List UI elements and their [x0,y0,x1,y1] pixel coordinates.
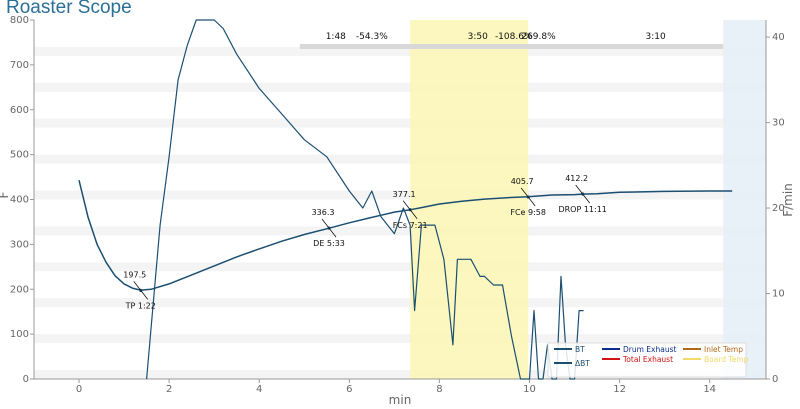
series-lines [78,19,733,380]
x-tick-label: 8 [436,384,442,395]
event-marker [321,218,337,238]
x-tick-label: 4 [256,384,262,395]
y-tick-label: 500 [10,150,29,161]
y-axis-title: F [0,191,11,198]
app-title: Roaster Scope [6,0,132,18]
event-value: 405.7 [511,177,534,186]
y-tick-label: 600 [10,105,29,116]
y-tick-label: 300 [10,239,29,250]
event-marker [575,184,590,204]
legend-drum-exhaust-label: Drum Exhaust [623,345,676,354]
phase-bar-time: 3:10 [646,32,666,42]
y-tick-label: 200 [10,284,29,295]
phase-bar-time: 3:50 [468,32,488,42]
legend-box [547,342,747,378]
phase-bar-percent: -108.6% [495,32,533,42]
legend-inlet-temp-label: Inlet Temp [704,345,743,354]
y-tick-label: 800 [10,15,29,26]
event-marker [520,187,536,207]
axes: 0 2 4 6 8 10 12 14 0 100 200 300 400 500 600 700 800 0 10 2… [0,15,795,407]
y2-tick-label: 10 [772,289,785,300]
background-bands [34,20,766,379]
x-axis-title: min [389,393,412,407]
x-tick-label: 0 [76,384,82,395]
event-label: DROP 11:11 [558,205,606,214]
grid-band [34,82,766,92]
grid-band [34,190,766,200]
legend-bt-label: BT [575,345,585,354]
y2-tick-label: 0 [772,374,778,385]
legend-board-temp-label: Board Temp [704,355,749,364]
phase-region-development [410,20,529,379]
grid-band [34,334,766,344]
x-tick-label: 2 [166,384,172,395]
phase-region-after-drop [723,20,766,379]
legend-total-exhaust-label: Total Exhaust [622,355,673,364]
phase-bar-percent: -54.3% [356,32,388,42]
event-value: 377.1 [393,190,416,199]
grid-band [34,118,766,128]
event-marker [402,200,418,220]
y2-tick-label: 40 [772,32,785,43]
y2-axis-title: F/min [781,183,795,217]
y-tick-label: 100 [10,329,29,340]
phase-bar: 1:48 -54.3% 3:50 -108.6%269.8% 3:10 [299,32,724,49]
x-tick-label: 14 [703,384,716,395]
event-value: 197.5 [123,270,146,279]
y2-tick-label: 30 [772,118,785,129]
event-annotations: 197.5 TP 1:22 336.3 DE 5:33 377.1 FCs 7:21 405… [123,174,607,310]
grid-band [34,298,766,308]
event-label: DE 5:33 [313,239,345,248]
grid-band [34,46,766,56]
x-tick-label: 10 [523,384,536,395]
y-tick-label: 700 [10,60,29,71]
event-label: FCe 9:58 [510,208,546,217]
phase-bar-time: 1:48 [326,32,346,42]
x-tick-label: 12 [613,384,626,395]
event-value: 412.2 [565,174,588,183]
grid-band [34,226,766,236]
series-line-bt [78,180,733,291]
event-marker [133,281,149,300]
y2-tick-label: 20 [772,203,785,214]
series-line-delta-bt [146,19,584,380]
event-label: FCs 7:21 [393,221,428,230]
grid-band [34,370,766,379]
phase-bar-percent: 269.8% [521,32,556,42]
phase-bar-track [299,44,724,49]
event-value: 336.3 [312,208,335,217]
grid-band [34,154,766,164]
legend-delta-bt-label: ΔBT [575,359,590,368]
grid-band [34,262,766,272]
y-tick-label: 400 [10,195,29,206]
event-label: TP 1:22 [125,301,156,310]
y-tick-label: 0 [23,374,29,385]
x-tick-label: 6 [346,384,352,395]
